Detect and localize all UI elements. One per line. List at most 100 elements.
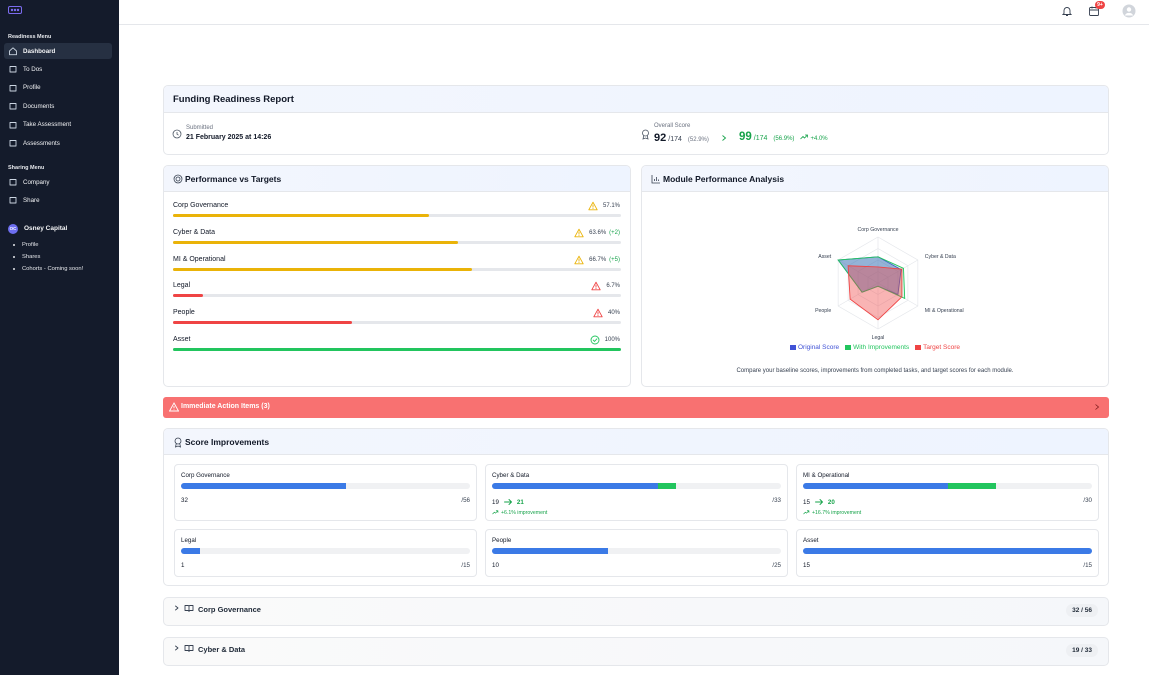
warning-icon-shape xyxy=(588,201,598,211)
warning-icon xyxy=(169,402,179,412)
axis-label: MI & Operational xyxy=(925,308,964,314)
menu-item[interactable]: Documents xyxy=(4,98,112,114)
notification-badge: 9+ xyxy=(1095,1,1105,9)
arrow-icon xyxy=(503,499,512,505)
radar-spoke xyxy=(837,259,879,284)
menu-item[interactable]: To Dos xyxy=(4,61,112,77)
menu-label: Share xyxy=(23,196,40,204)
axis-label: People xyxy=(815,308,831,314)
topbar: 9+ xyxy=(119,0,1149,25)
axis-label: Corp Governance xyxy=(858,227,899,233)
axis-label: Asset xyxy=(818,254,832,260)
accordion-title: Cyber & Data xyxy=(198,645,246,654)
arrow-icon-shape xyxy=(503,499,512,505)
menu-item[interactable]: Share xyxy=(4,192,112,208)
score: 32 xyxy=(181,497,188,504)
warning-icon xyxy=(588,201,598,211)
score-bar xyxy=(492,548,608,554)
org-label: Shares xyxy=(22,253,41,260)
chart-icon xyxy=(651,175,660,184)
menu-icon xyxy=(9,197,17,204)
improvement-text: +6.1% improvement xyxy=(501,509,548,516)
score: 15 xyxy=(803,498,810,506)
org-item[interactable]: Shares xyxy=(10,252,110,262)
menu-icon-shape xyxy=(9,121,17,129)
menu-item[interactable]: Profile xyxy=(4,80,112,96)
legend-swatch xyxy=(915,345,922,350)
menu-icon-shape xyxy=(9,140,17,147)
row-name: Asset xyxy=(173,336,191,343)
score-bar xyxy=(181,483,347,489)
row-value: 40% xyxy=(607,310,620,317)
percent: (52.9%) xyxy=(687,137,709,143)
card-header xyxy=(164,166,630,192)
org-item[interactable]: Profile xyxy=(10,240,110,250)
row-name: MI & Operational xyxy=(173,255,226,263)
card-title: Performance vs Targets xyxy=(185,174,282,184)
menu-item[interactable]: Assessments xyxy=(4,135,112,151)
warning-icon-shape xyxy=(574,255,584,264)
score-bar xyxy=(181,548,201,554)
module-tile: People 10/25 xyxy=(485,529,788,577)
row-delta: (+5) xyxy=(609,256,620,263)
org-label: Profile xyxy=(22,241,39,248)
bar-track xyxy=(181,548,470,554)
menu-label: Assessments xyxy=(23,139,60,147)
user-avatar[interactable] xyxy=(1122,4,1136,18)
module-name: Corp Governance xyxy=(181,472,230,479)
score-bar xyxy=(803,483,948,489)
menu-item[interactable]: Dashboard xyxy=(4,43,112,59)
card-title: Score Improvements xyxy=(185,437,270,447)
bell-icon[interactable] xyxy=(1061,5,1073,17)
score-pill: 19 / 33 xyxy=(1066,644,1098,657)
module-name: People xyxy=(492,537,512,544)
warning-icon xyxy=(574,255,584,264)
org-item[interactable]: Cohorts - Coming soon! xyxy=(10,264,110,274)
menu-item[interactable]: Take Assessment xyxy=(4,117,112,133)
score-row: 19 21 xyxy=(492,497,524,507)
radar-series xyxy=(837,256,906,300)
card-header xyxy=(164,86,1108,113)
menu-icon xyxy=(9,66,17,73)
score-bar xyxy=(803,548,1092,554)
improvement-row: +16.7% improvement xyxy=(803,509,861,516)
chevron xyxy=(1095,404,1100,410)
radar-chart: Corp Governance Cyber & Data MI & Operatio… xyxy=(815,227,964,341)
improvement-bar xyxy=(658,483,676,489)
alert-title: Immediate Action Items (3) xyxy=(181,403,270,410)
legend-item: Original Score xyxy=(789,344,839,351)
score-pill: 32 / 56 xyxy=(1066,604,1098,617)
warning-icon xyxy=(574,228,584,238)
trend-icon xyxy=(492,510,499,515)
logo[interactable] xyxy=(8,6,22,14)
org-avatar: OC xyxy=(8,224,18,234)
accordion[interactable]: Cyber & Data 19 / 33 xyxy=(163,637,1109,666)
row-delta: (+2) xyxy=(609,229,620,236)
org-name: Osney Capital xyxy=(24,225,68,232)
trend-icon-shape xyxy=(492,510,499,515)
radar-card: Module Performance Analysis Corp Governa… xyxy=(641,165,1109,387)
module-tile: Cyber & Data 19 21/33 +6.1% improvement xyxy=(485,464,788,521)
legend-label: With Improvements xyxy=(853,344,910,351)
warning-icon-shape xyxy=(574,228,584,238)
legend-item: With Improvements xyxy=(845,344,909,351)
row-value: 57.1% xyxy=(602,203,620,209)
menu-item[interactable]: Company xyxy=(4,174,112,190)
action-alert[interactable]: Immediate Action Items (3) xyxy=(163,397,1109,418)
module-name: Legal xyxy=(181,537,197,544)
menu-icon-shape xyxy=(9,84,17,92)
chevron-shape xyxy=(175,645,179,651)
chevron xyxy=(175,605,179,611)
menu-label: Documents xyxy=(23,102,55,110)
score: 99 xyxy=(739,131,752,143)
book-icon xyxy=(184,605,194,612)
progress-track xyxy=(173,294,621,298)
score: 92 xyxy=(654,132,667,144)
radar-series xyxy=(847,265,903,321)
row-status: 57.1% xyxy=(588,201,620,211)
change: +4.0% xyxy=(810,136,828,142)
menu-icon xyxy=(9,140,17,147)
max-score: /56 xyxy=(461,497,470,504)
accordion[interactable]: Corp Governance 32 / 56 xyxy=(163,597,1109,626)
progress-bar xyxy=(173,214,429,217)
